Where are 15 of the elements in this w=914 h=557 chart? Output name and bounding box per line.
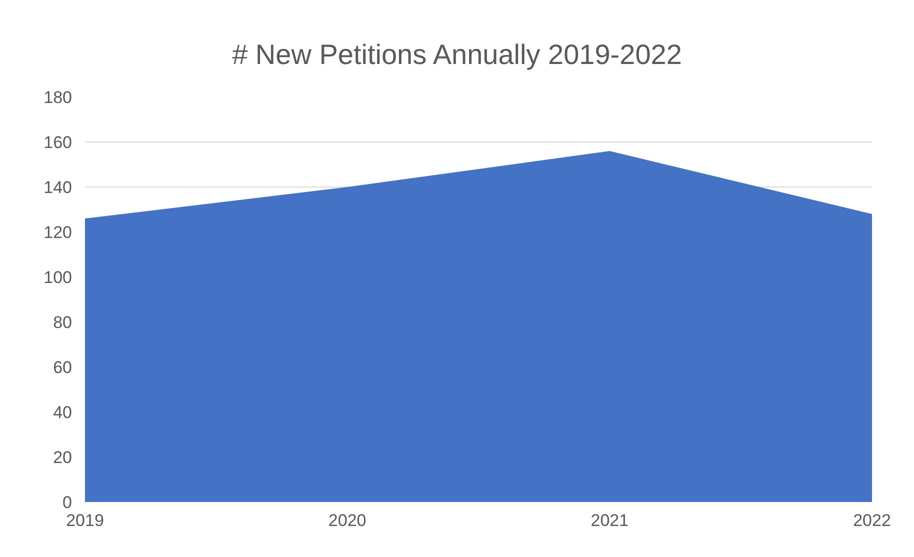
y-tick-label: 80: [53, 312, 72, 332]
x-tick-label: 2021: [590, 511, 629, 530]
y-tick-label: 60: [53, 358, 72, 377]
chart-title: # New Petitions Annually 2019-2022: [232, 39, 682, 70]
y-tick-label: 140: [44, 178, 72, 197]
y-tick-label: 100: [44, 268, 72, 287]
x-tick-label: 2022: [853, 511, 891, 530]
y-tick-label: 160: [44, 132, 72, 152]
y-tick-label: 120: [44, 222, 72, 242]
y-tick-label: 40: [53, 402, 72, 422]
y-tick-label: 0: [62, 492, 72, 512]
y-tick-label: 20: [53, 448, 72, 467]
x-tick-label: 2019: [66, 511, 104, 530]
x-tick-label: 2020: [328, 511, 366, 530]
y-tick-label: 180: [44, 88, 72, 107]
